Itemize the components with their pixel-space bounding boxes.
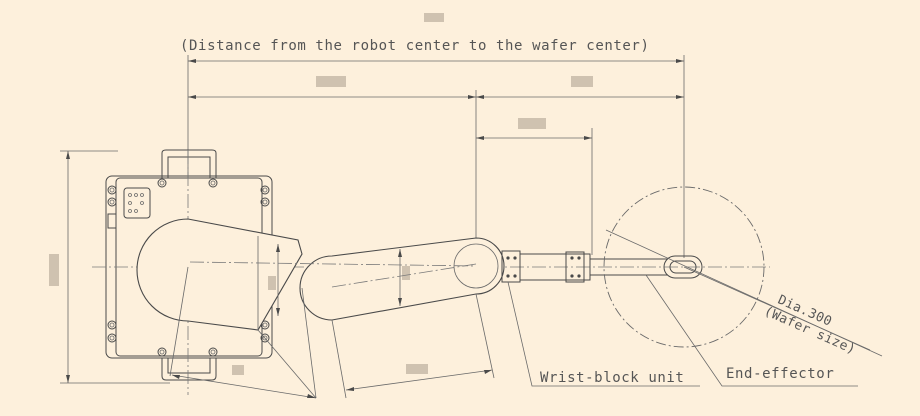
forearm <box>189 237 505 321</box>
wafer-outline <box>603 186 883 357</box>
redacted-dimension-value <box>49 254 59 286</box>
end-effector-leader <box>645 274 858 387</box>
upper-arm-dimension <box>188 76 684 99</box>
wrist-offset-dimension <box>476 118 593 255</box>
redacted-dimension-value <box>571 76 593 87</box>
redacted-dimension-value <box>424 13 444 22</box>
wrist-block-leader <box>507 281 700 387</box>
wrist-block-label: Wrist-block unit <box>540 370 684 386</box>
end-effector-blade <box>590 255 703 279</box>
overall-distance-dimension <box>188 13 684 63</box>
redacted-dimension-value <box>518 118 546 129</box>
distance-note: (Distance from the robot center to the w… <box>180 38 650 54</box>
redacted-dimension-value <box>402 266 410 280</box>
end-effector-label: End-effector <box>726 366 834 382</box>
wrist-block <box>501 250 591 283</box>
redacted-dimension-value <box>268 276 276 290</box>
height-dimension <box>49 150 170 384</box>
upper-arm <box>136 218 303 331</box>
redacted-dimension-value <box>316 76 346 87</box>
bottom-angle-dimensions <box>169 266 495 399</box>
redacted-dimension-value <box>232 365 244 375</box>
redacted-dimension-value <box>406 364 428 374</box>
